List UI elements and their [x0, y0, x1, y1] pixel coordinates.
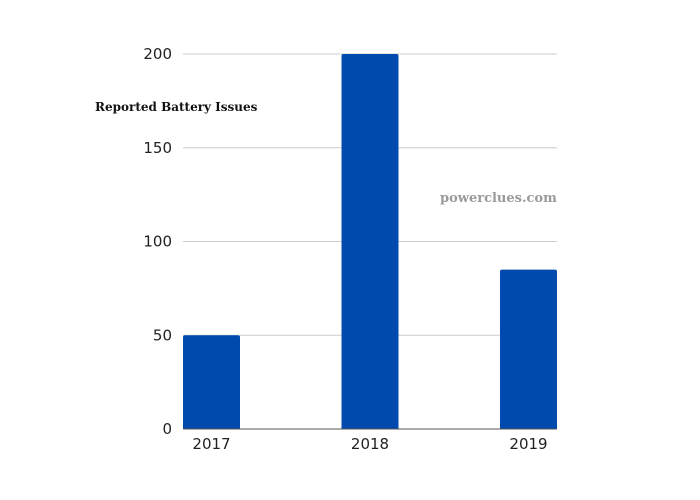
bars	[183, 54, 557, 429]
bar-2019	[500, 269, 557, 429]
x-axis-ticks: 2017 2018 2019	[192, 435, 547, 453]
y-tick-label: 200	[143, 45, 172, 63]
x-tick-label: 2018	[351, 435, 389, 453]
y-tick-label: 150	[143, 139, 172, 157]
y-axis-label: Reported Battery Issues	[95, 100, 258, 114]
bar-2017	[183, 335, 240, 429]
y-axis-ticks: 0 50 100 150 200	[143, 45, 172, 438]
x-tick-label: 2017	[192, 435, 230, 453]
x-tick-label: 2019	[509, 435, 547, 453]
y-tick-label: 50	[153, 326, 172, 344]
bar-2018	[341, 54, 399, 429]
y-tick-label: 0	[162, 420, 172, 438]
y-tick-label: 100	[143, 233, 172, 251]
watermark: powerclues.com	[440, 191, 557, 206]
